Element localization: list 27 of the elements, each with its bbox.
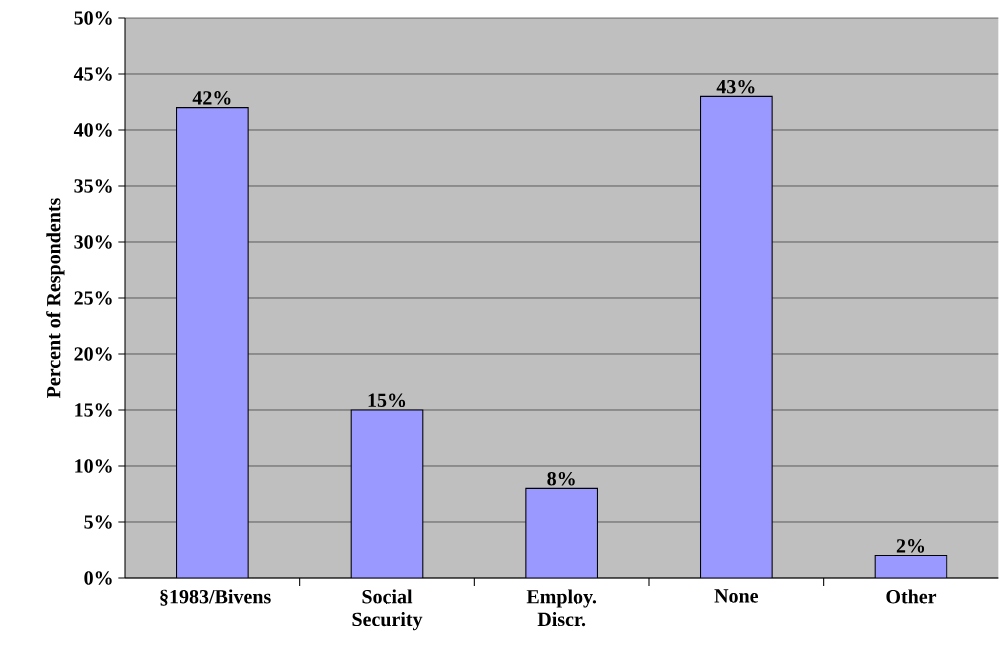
y-tick-label: 5% <box>84 515 112 529</box>
y-tick-label: 10% <box>75 459 112 473</box>
x-tick-label: Social Security <box>352 589 423 631</box>
y-tick-label: 15% <box>75 403 112 417</box>
x-tick-label: Other <box>886 589 937 604</box>
y-tick-label: 0% <box>84 571 112 585</box>
x-tick-label: §1983/Bivens <box>160 589 271 606</box>
bar <box>874 555 948 578</box>
bar <box>176 107 249 578</box>
x-tick-label: Employ. Discr. <box>526 589 597 627</box>
y-tick-label: 30% <box>74 235 112 249</box>
bar <box>525 488 598 578</box>
data-label: 2% <box>896 539 925 553</box>
bar <box>700 96 773 578</box>
data-label: 15% <box>368 393 406 408</box>
y-tick-label: 40% <box>73 123 112 137</box>
bar <box>351 409 423 578</box>
y-axis-title: Percent of Respondents <box>46 198 65 399</box>
data-label: 43% <box>716 79 755 94</box>
y-tick-label: 35% <box>74 179 112 193</box>
y-tick-label: 20% <box>74 347 112 361</box>
data-label: 42% <box>192 91 231 105</box>
y-tick-label: 50% <box>74 11 112 25</box>
data-label: 8% <box>547 471 575 486</box>
y-tick-label: 25% <box>74 291 112 305</box>
x-tick-label: None <box>714 589 759 603</box>
y-tick-label: 45% <box>73 67 112 81</box>
